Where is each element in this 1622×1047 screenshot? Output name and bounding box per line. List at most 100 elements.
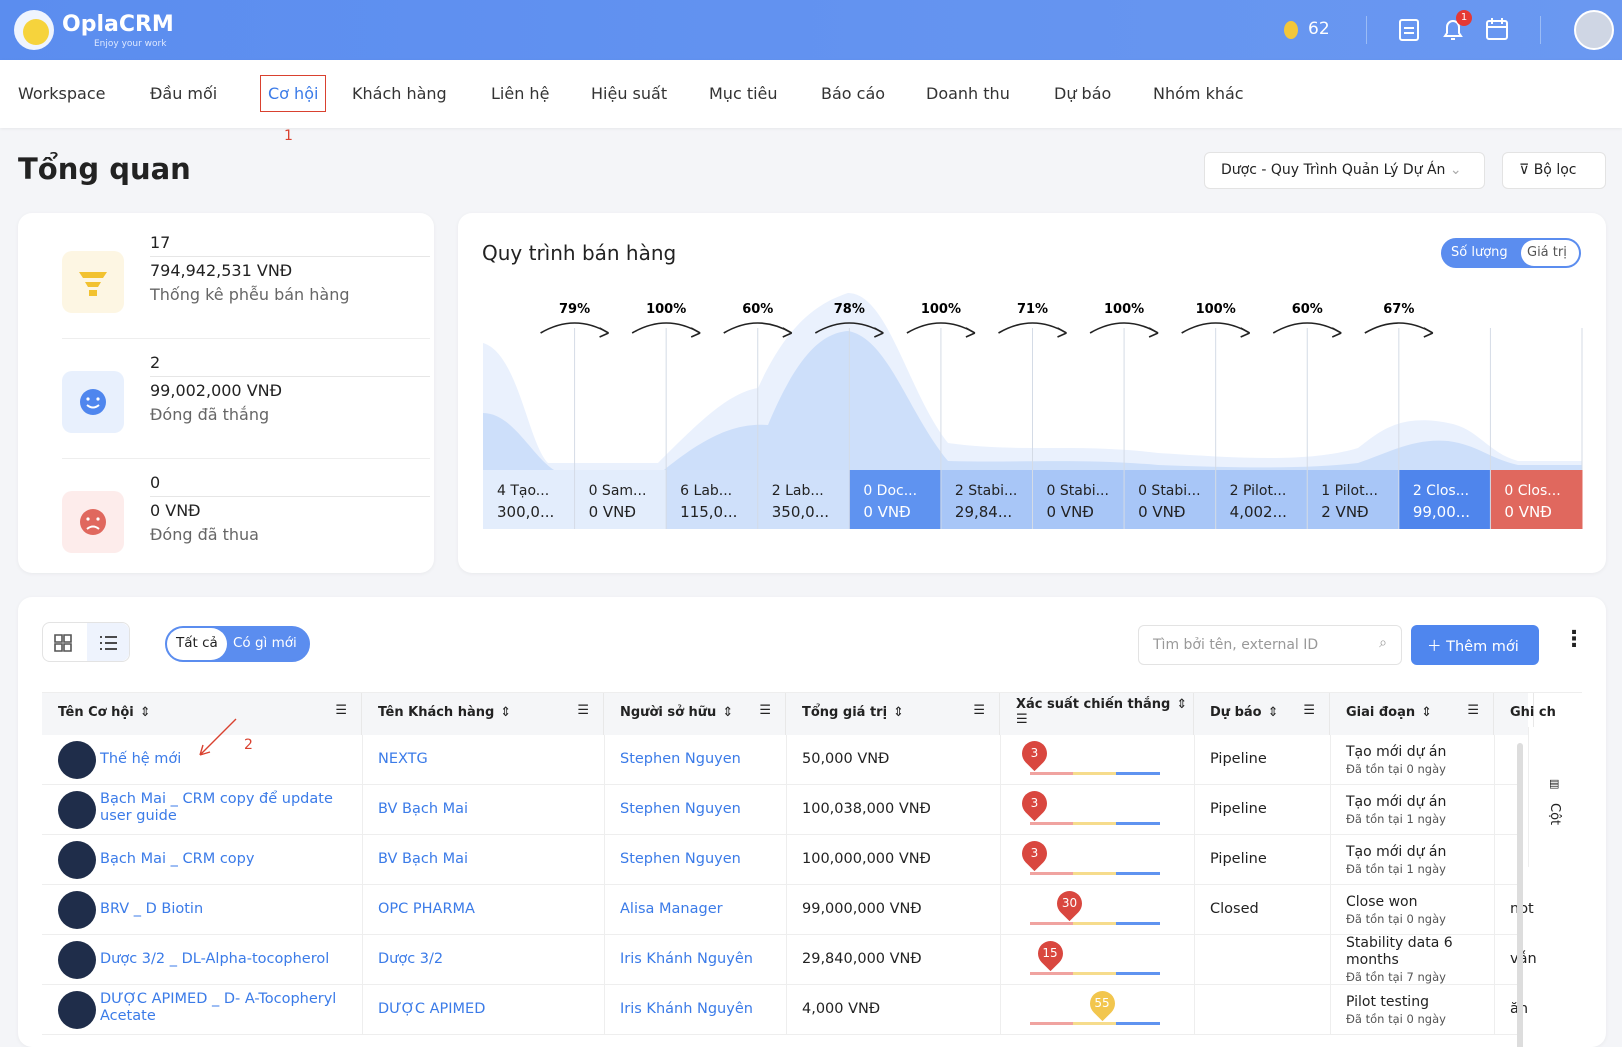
nav-item[interactable]: Khách hàng — [352, 84, 447, 103]
cell-border — [604, 935, 605, 985]
cell-border — [1000, 835, 1001, 885]
nav-item[interactable]: Đầu mối — [150, 84, 218, 103]
customer[interactable]: BV Bạch Mai — [378, 851, 469, 867]
filter-button[interactable]: ⊽ Bộ lọc — [1502, 152, 1606, 189]
owner[interactable]: Iris Khánh Nguyên — [620, 1001, 753, 1017]
column-menu[interactable]: ☰ — [1467, 703, 1479, 718]
nav-item[interactable]: Báo cáo — [821, 84, 886, 103]
customer[interactable]: OPC PHARMA — [378, 901, 475, 917]
search-input[interactable]: Tìm bởi tên, external ID ⌕ — [1138, 625, 1402, 665]
list-view-active[interactable] — [87, 623, 129, 661]
table-row: Thế hệ mới NEXTG Stephen Nguyen 50,000 VNĐ P… — [42, 735, 1522, 785]
owner[interactable]: Stephen Nguyen — [620, 801, 741, 817]
value-toggle[interactable]: Số lượng Giá trị — [1441, 238, 1581, 268]
column-header[interactable]: Tên Khách hàng ⇕ ☰ — [362, 693, 604, 735]
customer[interactable]: DƯỢC APIMED — [378, 1001, 486, 1017]
stage-block[interactable] — [757, 470, 850, 529]
cell-border — [1330, 985, 1331, 1035]
toggle-option[interactable]: Giá trị — [1521, 240, 1579, 266]
nav-item[interactable]: Liên hệ — [491, 84, 550, 103]
table-row: BRV _ D Biotin OPC PHARMA Alisa Manager 99,… — [42, 885, 1534, 935]
nav-item[interactable]: Hiệu suất — [591, 84, 668, 103]
nav-item[interactable]: Workspace — [18, 84, 106, 103]
calendar-icon[interactable] — [1484, 16, 1510, 42]
opportunity-name[interactable]: BRV _ D Biotin — [100, 901, 204, 917]
column-header[interactable]: Tổng giá trị ⇕ ☰ — [786, 693, 1000, 735]
probability-track — [1030, 922, 1160, 925]
customer[interactable]: BV Bạch Mai — [378, 801, 469, 817]
avatar — [58, 891, 96, 929]
opportunity-name[interactable]: Bạch Mai _ CRM copy — [100, 851, 255, 867]
stat-label: Đóng đã thắng — [150, 405, 270, 424]
stage-name: 0 Clos... — [1504, 483, 1560, 499]
conversion-rate: 60% — [1292, 302, 1323, 317]
column-menu[interactable]: ☰ — [973, 703, 985, 718]
stage: Tạo mới dự án — [1346, 744, 1447, 760]
stage-block[interactable] — [1490, 470, 1583, 529]
column-header[interactable]: Tên Cơ hội ⇕ ☰ — [42, 693, 362, 735]
nav-item[interactable]: Dự báo — [1054, 84, 1112, 103]
column-menu[interactable]: ☰ — [759, 703, 771, 718]
owner[interactable]: Stephen Nguyen — [620, 851, 741, 867]
stage-block[interactable] — [574, 470, 667, 529]
column-menu[interactable]: ☰ — [335, 703, 347, 718]
column-panel[interactable]: ▤ Cột — [1528, 727, 1582, 867]
forecast: Pipeline — [1210, 851, 1267, 867]
owner[interactable]: Iris Khánh Nguyên — [620, 951, 753, 967]
stat-count: 2 — [150, 353, 161, 372]
nav-item[interactable]: Doanh thu — [926, 84, 1010, 103]
stage-value: 4,002... — [1230, 503, 1287, 521]
tab[interactable]: Có gì mới — [233, 635, 297, 651]
column-header[interactable]: Ghi ch — [1494, 693, 1556, 735]
column-menu[interactable]: ☰ — [577, 703, 589, 718]
table-row: Dược 3/2 _ DL-Alpha-tocopherol Dược 3/2 Ir… — [42, 935, 1537, 985]
table-row: Bạch Mai _ CRM copy để update user guide… — [42, 785, 1522, 835]
opportunity-name[interactable]: DƯỢC APIMED _ D- A-Tocopheryl Acetate — [100, 991, 337, 1024]
column-header[interactable]: Người sở hữu ⇕ ☰ — [604, 693, 786, 735]
stage-name: 2 Pilot... — [1230, 483, 1287, 499]
stage-block[interactable] — [940, 470, 1033, 529]
user-avatar[interactable] — [1574, 10, 1614, 50]
add-button[interactable]: ＋ Thêm mới — [1411, 625, 1539, 665]
stage: Stability data 6 months — [1346, 935, 1453, 968]
column-menu[interactable]: ☰ — [1303, 703, 1315, 718]
nav-item[interactable]: Nhóm khác — [1153, 84, 1244, 103]
owner[interactable]: Stephen Nguyen — [620, 751, 741, 767]
icon — [80, 389, 106, 415]
bell-icon[interactable] — [1440, 16, 1466, 44]
customer[interactable]: Dược 3/2 — [378, 951, 444, 967]
opportunity-name[interactable]: Dược 3/2 _ DL-Alpha-tocopherol — [100, 951, 330, 967]
pipeline-select[interactable]: Dược - Quy Trình Quản Lý Dự Án ⌄ — [1204, 152, 1485, 189]
cell-border — [1330, 935, 1331, 985]
column-menu[interactable]: ☰ — [1016, 712, 1028, 727]
stage-block[interactable] — [1215, 470, 1308, 529]
stage-block[interactable] — [1032, 470, 1125, 529]
cell-border — [786, 885, 787, 935]
stage-block[interactable] — [1124, 470, 1217, 529]
column-header[interactable]: Dự báo ⇕ ☰ — [1194, 693, 1330, 735]
nav-item[interactable]: Mục tiêu — [709, 84, 778, 103]
cell-border — [362, 735, 363, 785]
column-header[interactable]: Giai đoạn ⇕ ☰ — [1330, 693, 1494, 735]
column-header[interactable]: Xác suất chiến thắng ⇕ ☰ — [1000, 693, 1194, 735]
stage-age: Đã tồn tại 0 ngày — [1346, 912, 1446, 926]
toggle-option[interactable]: Số lượng — [1451, 245, 1508, 260]
customer[interactable]: NEXTG — [378, 751, 428, 767]
more-menu[interactable]: ⋮ — [1563, 627, 1585, 652]
sort-icon: ⇕ — [722, 705, 734, 720]
stage-block[interactable] — [666, 470, 759, 529]
list-view-icon — [100, 636, 117, 650]
tasks-icon[interactable] — [1396, 16, 1422, 42]
stage-block[interactable] — [1307, 470, 1400, 529]
nav-item[interactable]: Cơ hội — [260, 75, 327, 112]
conversion-rate: 79% — [559, 302, 590, 317]
stage-block[interactable] — [849, 470, 942, 529]
stage-block[interactable] — [483, 470, 576, 529]
owner[interactable]: Alisa Manager — [620, 901, 723, 917]
opportunity-name[interactable]: Bạch Mai _ CRM copy để update user guide — [100, 791, 333, 824]
stage-block[interactable] — [1398, 470, 1491, 529]
grid-view-icon[interactable] — [53, 633, 73, 653]
tab[interactable]: Tất cả — [167, 628, 227, 660]
avatar — [58, 841, 96, 879]
opportunity-name[interactable]: Thế hệ mới — [100, 751, 182, 767]
